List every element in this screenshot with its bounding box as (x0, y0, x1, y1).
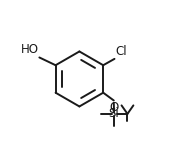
Text: Cl: Cl (115, 45, 127, 58)
Text: O: O (110, 101, 119, 114)
Text: HO: HO (21, 43, 39, 56)
Text: Si: Si (109, 107, 119, 120)
